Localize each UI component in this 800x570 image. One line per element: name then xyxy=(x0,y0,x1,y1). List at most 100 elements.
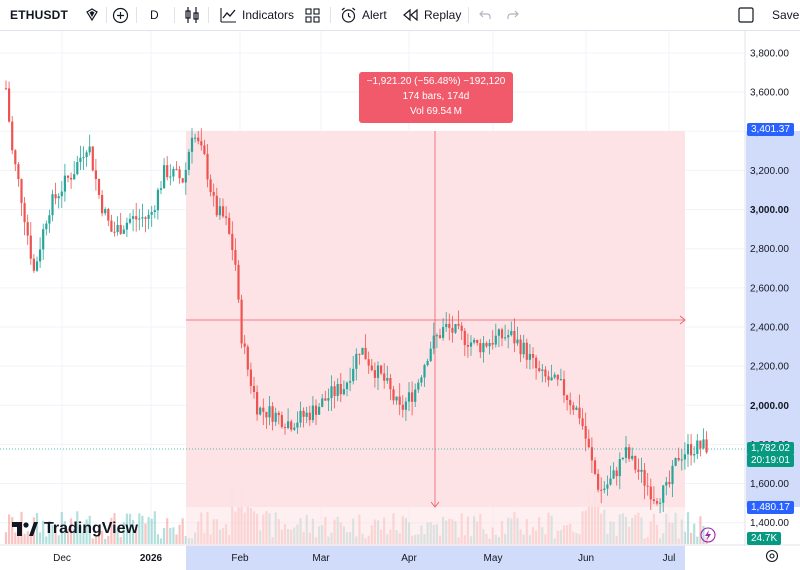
price-tick-label: 1,400.00 xyxy=(750,518,789,529)
candle-body xyxy=(45,223,48,230)
undo-icon[interactable] xyxy=(478,4,492,26)
settings-icon[interactable] xyxy=(765,549,779,563)
top-toolbar: ETHUSDT D Indicators Alert Replay xyxy=(0,0,800,31)
candle-body xyxy=(485,343,488,347)
candle-body xyxy=(562,379,566,396)
indicators-button[interactable]: Indicators xyxy=(220,4,294,26)
candle-body xyxy=(169,176,172,178)
volume-bar xyxy=(150,518,153,544)
lightning-icon[interactable] xyxy=(700,527,716,543)
candle-body xyxy=(538,368,541,371)
volume-bar xyxy=(702,525,705,544)
volume-bar xyxy=(113,512,116,544)
candle-body xyxy=(699,440,702,449)
interval-button[interactable]: D xyxy=(150,4,159,26)
candle-body xyxy=(417,382,420,390)
candle-body xyxy=(166,165,169,178)
candle-body xyxy=(271,406,274,422)
candle-body xyxy=(370,365,373,371)
candle-body xyxy=(364,347,367,360)
candle-body xyxy=(389,378,392,390)
candle-body xyxy=(308,412,311,421)
alert-button[interactable]: Alert xyxy=(340,4,387,26)
candles-icon[interactable] xyxy=(184,4,200,26)
candle-body xyxy=(63,175,66,192)
candle-body xyxy=(355,353,358,369)
candle-body xyxy=(665,482,668,486)
candle-body xyxy=(228,217,231,234)
replay-button[interactable]: Replay xyxy=(402,4,461,26)
candle-body xyxy=(274,412,277,422)
candle-body xyxy=(593,460,597,474)
templates-icon[interactable] xyxy=(305,4,320,26)
volume-bar xyxy=(48,520,51,544)
candle-body xyxy=(528,353,531,360)
favorite-icon[interactable] xyxy=(84,4,100,26)
candle-body xyxy=(163,165,166,189)
date-tick-label: Jun xyxy=(578,553,594,564)
volume-bar xyxy=(94,534,97,544)
volume-bar xyxy=(97,525,101,544)
candle-body xyxy=(48,215,51,224)
volume-bar xyxy=(175,534,178,544)
volume-bar xyxy=(132,520,135,544)
save-button[interactable]: Save xyxy=(772,4,799,26)
candle-body xyxy=(349,381,352,383)
volume-bar xyxy=(79,525,82,544)
candle-body xyxy=(581,418,584,427)
candle-body xyxy=(649,486,652,500)
volume-bar xyxy=(8,514,11,544)
candle-body xyxy=(66,175,70,178)
candle-body xyxy=(429,348,432,362)
measure-down-arrow xyxy=(430,501,440,508)
candle-body xyxy=(420,377,423,383)
volume-bar xyxy=(169,527,172,544)
symbol-label: ETHUSDT xyxy=(10,8,69,22)
candle-body xyxy=(395,396,398,401)
measure-range-area xyxy=(186,131,685,507)
candle-body xyxy=(221,206,225,217)
volume-bar xyxy=(82,531,85,544)
volume-bar xyxy=(88,515,91,544)
candle-body xyxy=(125,222,128,230)
fullscreen-icon[interactable] xyxy=(738,4,754,26)
candle-body xyxy=(590,447,593,461)
add-symbol-icon[interactable] xyxy=(112,4,129,26)
candle-body xyxy=(488,343,491,347)
candle-body xyxy=(643,469,646,486)
price-tick-label: 3,200.00 xyxy=(750,166,789,177)
candle-body xyxy=(104,209,107,214)
candle-body xyxy=(392,389,395,401)
candle-body xyxy=(110,220,113,232)
candle-body xyxy=(544,369,547,377)
volume-bar xyxy=(166,518,169,544)
volume-bar xyxy=(184,536,187,544)
candle-body xyxy=(246,346,249,370)
redo-icon[interactable] xyxy=(506,4,520,26)
candle-body xyxy=(4,88,8,90)
candle-body xyxy=(423,365,426,378)
price-tick-label: 3,600.00 xyxy=(750,88,789,99)
volume-bar xyxy=(138,513,141,544)
candle-body xyxy=(624,447,628,458)
candle-body xyxy=(39,249,42,262)
volume-bar xyxy=(163,528,166,544)
candle-body xyxy=(454,324,457,333)
candle-body xyxy=(569,399,572,406)
candle-body xyxy=(101,194,104,214)
volume-bar xyxy=(156,534,159,544)
candle-body xyxy=(82,157,85,159)
date-axis-highlight xyxy=(186,546,685,570)
candle-body xyxy=(606,484,609,489)
tradingview-logo: TradingView xyxy=(12,520,138,538)
symbol-search-button[interactable]: ETHUSDT xyxy=(4,4,74,26)
brand-name: TradingView xyxy=(44,520,138,537)
candle-body xyxy=(190,137,194,152)
candle-body xyxy=(683,454,686,460)
countdown-tag: 20:19:01 xyxy=(747,454,794,467)
candle-body xyxy=(178,169,181,179)
volume-bar xyxy=(39,532,42,544)
price-tick-label: 3,800.00 xyxy=(750,48,789,59)
candle-body xyxy=(411,392,414,402)
candle-body xyxy=(97,179,101,195)
